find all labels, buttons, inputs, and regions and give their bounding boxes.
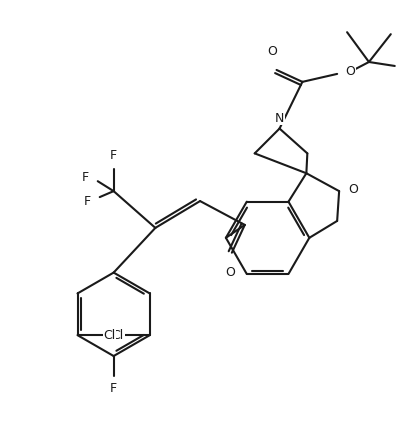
Text: F: F	[110, 382, 117, 395]
Text: O: O	[225, 266, 235, 279]
Text: Cl: Cl	[103, 329, 116, 342]
Text: O: O	[268, 45, 277, 58]
Text: F: F	[82, 171, 89, 184]
Text: F: F	[84, 195, 91, 208]
Text: N: N	[275, 112, 284, 125]
Text: O: O	[345, 65, 355, 78]
Text: Cl: Cl	[112, 329, 124, 342]
Text: O: O	[348, 183, 358, 196]
Text: F: F	[110, 149, 117, 163]
